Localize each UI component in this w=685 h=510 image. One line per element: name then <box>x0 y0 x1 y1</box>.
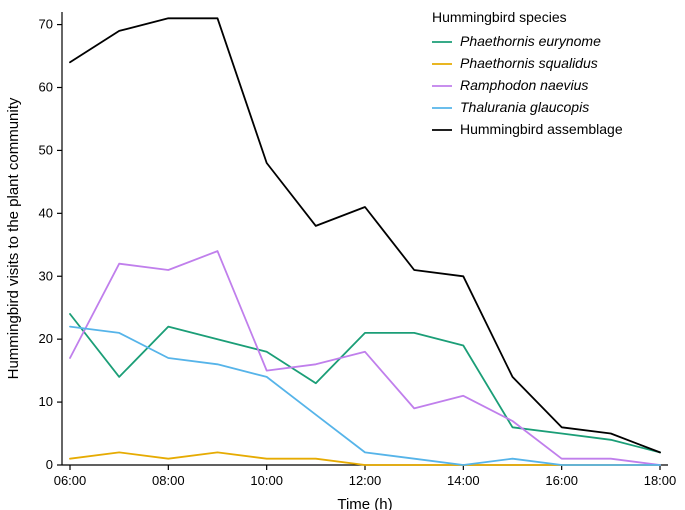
y-tick-label: 0 <box>46 457 53 472</box>
line-chart: 0 10 20 30 40 50 60 70 06:00 08:00 10:00 12:00 14:00… <box>0 0 685 510</box>
y-tick-label: 60 <box>39 80 53 95</box>
legend-label: Hummingbird assemblage <box>460 121 623 137</box>
x-tick-label: 08:00 <box>152 473 185 488</box>
x-tick-label: 16:00 <box>545 473 578 488</box>
x-tick-label: 14:00 <box>447 473 480 488</box>
series-line <box>70 314 660 452</box>
y-tick-label: 40 <box>39 205 53 220</box>
series-line <box>70 327 660 465</box>
legend-label: Phaethornis squalidus <box>460 55 598 71</box>
x-tick-label: 06:00 <box>54 473 87 488</box>
x-tick-label: 12:00 <box>349 473 382 488</box>
series-line <box>70 251 660 465</box>
y-axis-label: Hummingbird visits to the plant communit… <box>5 97 22 379</box>
y-tick-label: 20 <box>39 331 53 346</box>
y-tick-label: 30 <box>39 268 53 283</box>
legend-label: Ramphodon naevius <box>460 77 588 93</box>
y-tick-label: 10 <box>39 394 53 409</box>
legend-label: Thalurania glaucopis <box>460 99 589 115</box>
chart-container: 0 10 20 30 40 50 60 70 06:00 08:00 10:00 12:00 14:00… <box>0 0 685 510</box>
x-tick-label: 10:00 <box>250 473 283 488</box>
y-tick-label: 50 <box>39 142 53 157</box>
legend-title: Hummingbird species <box>432 9 567 25</box>
x-tick-label: 18:00 <box>644 473 677 488</box>
legend-label: Phaethornis eurynome <box>460 33 601 49</box>
x-axis-label: Time (h) <box>337 496 392 510</box>
y-tick-label: 70 <box>39 17 53 32</box>
